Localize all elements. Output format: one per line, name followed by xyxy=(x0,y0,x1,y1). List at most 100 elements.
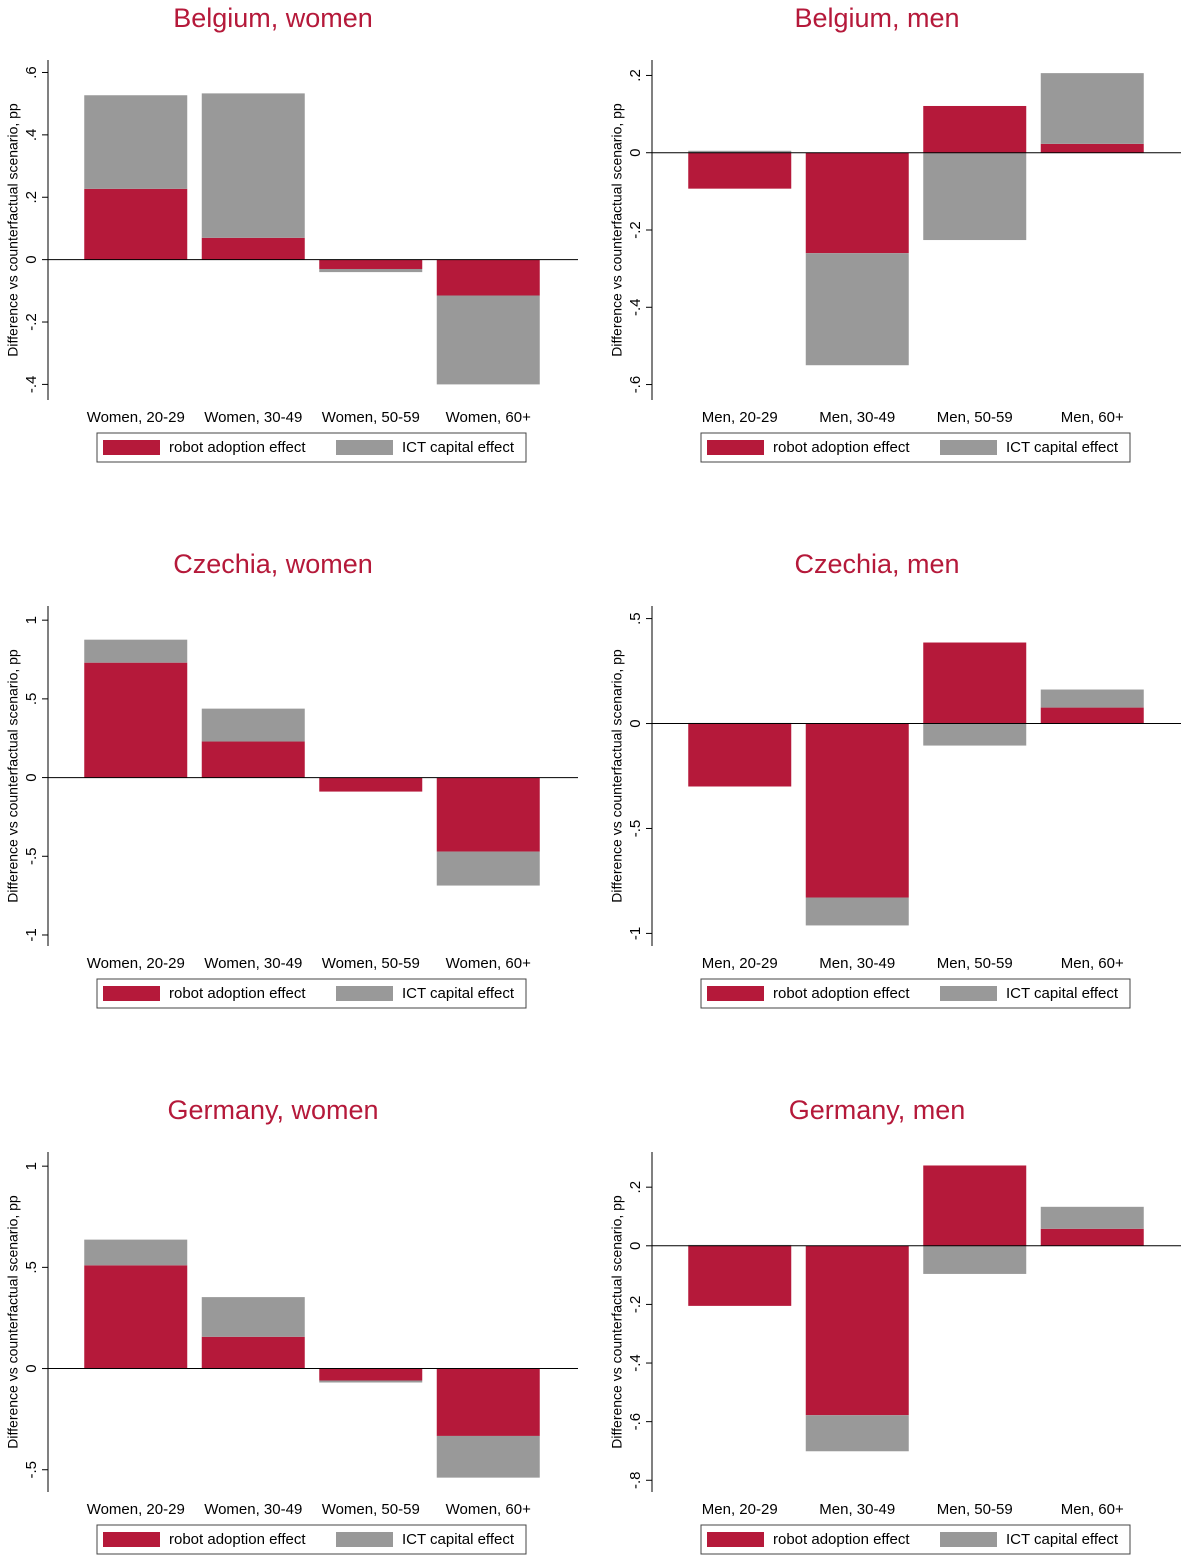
y-tick-label: -.4 xyxy=(627,1354,644,1372)
x-tick-label: Men, 30-49 xyxy=(819,1501,895,1518)
y-tick-label: .6 xyxy=(23,66,40,79)
y-tick-label: .2 xyxy=(627,1181,644,1194)
bar xyxy=(805,723,909,898)
y-tick-label: .5 xyxy=(23,693,40,706)
bar xyxy=(319,268,423,273)
legend-swatch xyxy=(336,1532,393,1547)
bar xyxy=(688,723,792,787)
bar xyxy=(84,1239,188,1266)
x-tick-label: Women, 50-59 xyxy=(322,1501,420,1518)
legend-swatch xyxy=(940,440,997,455)
bar xyxy=(1040,689,1144,708)
x-tick-label: Women, 20-29 xyxy=(87,1501,185,1518)
chart-title: Belgium, men xyxy=(794,3,959,33)
x-tick-label: Women, 50-59 xyxy=(322,409,420,426)
chart: Germany, women Difference vs counterfactu… xyxy=(5,1095,578,1555)
y-tick-label: -1 xyxy=(23,928,40,941)
legend-box xyxy=(96,1524,527,1555)
legend-label: ICT capital effect xyxy=(402,985,515,1002)
y-tick-label: 0 xyxy=(627,1242,644,1250)
y-axis-label: Difference vs counterfactual scenario, p… xyxy=(609,1195,625,1449)
chart-title: Czechia, women xyxy=(173,549,373,579)
x-tick-label: Men, 60+ xyxy=(1061,955,1124,972)
x-tick-label: Men, 50-59 xyxy=(937,1501,1013,1518)
bar xyxy=(1040,73,1144,144)
bar xyxy=(319,1380,423,1383)
bar xyxy=(436,1435,540,1478)
bar xyxy=(319,1368,423,1381)
bar xyxy=(84,639,188,663)
chart: Czechia, women Difference vs counterfactu… xyxy=(5,549,578,1009)
bar xyxy=(688,1245,792,1306)
legend-label: ICT capital effect xyxy=(402,439,515,456)
legend-box xyxy=(700,978,1131,1009)
legend-swatch xyxy=(103,440,160,455)
x-tick-label: Women, 30-49 xyxy=(204,409,302,426)
x-tick-label: Men, 60+ xyxy=(1061,1501,1124,1518)
bar xyxy=(201,708,305,742)
y-tick-label: 0 xyxy=(23,255,40,263)
bar xyxy=(805,1245,909,1416)
chart: Czechia, men Difference vs counterfactual… xyxy=(609,549,1181,1009)
legend-label: robot adoption effect xyxy=(169,1531,306,1548)
x-tick-label: Women, 20-29 xyxy=(87,409,185,426)
x-tick-label: Women, 60+ xyxy=(446,409,531,426)
y-tick-label: -.5 xyxy=(23,848,40,866)
chart: Belgium, women Difference vs counterfactu… xyxy=(5,3,578,463)
x-tick-label: Men, 60+ xyxy=(1061,409,1124,426)
x-tick-label: Men, 50-59 xyxy=(937,409,1013,426)
bar xyxy=(84,662,188,778)
x-tick-label: Men, 20-29 xyxy=(702,955,778,972)
legend-swatch xyxy=(336,986,393,1001)
bar xyxy=(436,1368,540,1436)
bar xyxy=(201,1297,305,1337)
x-tick-label: Men, 30-49 xyxy=(819,409,895,426)
bar xyxy=(805,897,909,926)
x-tick-label: Women, 20-29 xyxy=(87,955,185,972)
x-tick-label: Women, 50-59 xyxy=(322,955,420,972)
bar xyxy=(84,188,188,260)
x-tick-label: Men, 50-59 xyxy=(937,955,1013,972)
y-tick-label: -.6 xyxy=(627,1413,644,1431)
bar xyxy=(923,105,1027,153)
bar xyxy=(805,152,909,254)
bar xyxy=(1040,1228,1144,1246)
bar xyxy=(436,851,540,886)
chart-title: Czechia, men xyxy=(794,549,959,579)
bar xyxy=(436,259,540,296)
bar xyxy=(319,259,423,269)
bar xyxy=(201,237,305,260)
bar xyxy=(84,1265,188,1369)
bar xyxy=(1040,1206,1144,1229)
legend-label: ICT capital effect xyxy=(1006,985,1119,1002)
bar xyxy=(923,642,1027,724)
x-tick-label: Women, 30-49 xyxy=(204,955,302,972)
x-tick-label: Men, 20-29 xyxy=(702,409,778,426)
y-axis-label: Difference vs counterfactual scenario, p… xyxy=(5,103,21,357)
legend-label: robot adoption effect xyxy=(773,439,910,456)
y-axis-label: Difference vs counterfactual scenario, p… xyxy=(5,649,21,903)
legend-swatch xyxy=(940,1532,997,1547)
bar xyxy=(688,150,792,153)
y-axis-label: Difference vs counterfactual scenario, p… xyxy=(609,103,625,357)
y-tick-label: .2 xyxy=(627,69,644,82)
y-tick-label: -.4 xyxy=(23,376,40,394)
legend-swatch xyxy=(707,440,764,455)
legend-label: ICT capital effect xyxy=(402,1531,515,1548)
chart-title: Germany, women xyxy=(167,1095,378,1125)
y-tick-label: -.4 xyxy=(627,299,644,317)
chart-title: Belgium, women xyxy=(173,3,373,33)
y-tick-label: -.2 xyxy=(627,221,644,239)
legend-label: robot adoption effect xyxy=(773,985,910,1002)
x-tick-label: Men, 20-29 xyxy=(702,1501,778,1518)
y-tick-label: 1 xyxy=(23,1162,40,1170)
legend-label: ICT capital effect xyxy=(1006,1531,1119,1548)
y-tick-label: 0 xyxy=(627,719,644,727)
bar xyxy=(201,741,305,778)
bar xyxy=(84,95,188,189)
y-axis-label: Difference vs counterfactual scenario, p… xyxy=(5,1195,21,1449)
y-tick-label: 1 xyxy=(23,616,40,624)
legend-swatch xyxy=(707,986,764,1001)
x-tick-label: Men, 30-49 xyxy=(819,955,895,972)
